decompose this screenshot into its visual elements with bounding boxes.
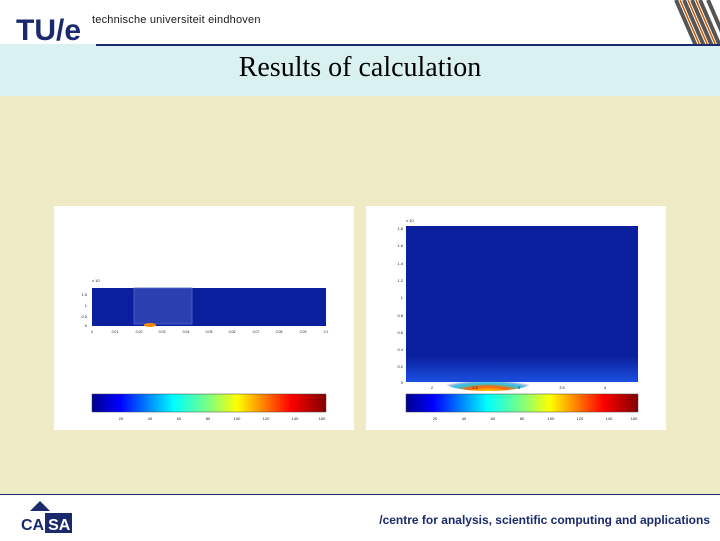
plot-right-colorbar [405, 393, 639, 413]
plot-left: x 10 1.5 1 0.5 0 0 0.01 0.02 0.03 0.04 0… [81, 278, 329, 421]
plot-left-cbar-tick: 60 [177, 416, 182, 421]
plot-right-cbar-tick: 40 [462, 416, 467, 421]
plot-left-colorbar [91, 393, 327, 413]
plot-right-cbar-tick: 100 [548, 416, 555, 421]
plot-right-cbar-tick: 120 [577, 416, 584, 421]
plot-left-xtick: 0.04 [183, 330, 190, 334]
plot-right-ytick: 1.8 [397, 226, 403, 231]
plot-left-xtick: 0.06 [229, 330, 236, 334]
plot-right-xtick: 3 [518, 385, 521, 390]
plot-right-scale-label: x 10 [406, 218, 414, 223]
plot-left-cbar-tick: 140 [292, 416, 299, 421]
plot-right-cbar-tick: 20 [433, 416, 438, 421]
plot-right-ytick: 0.8 [397, 313, 403, 318]
plot-left-xtick: 0.07 [253, 330, 260, 334]
plot-left-cbar-tick: 20 [119, 416, 124, 421]
plot-right-cbar-tick: 60 [491, 416, 496, 421]
plot-right-ytick: 0 [401, 380, 404, 385]
plot-left-scale-label: x 10 [92, 278, 100, 283]
plot-left-xtick: 0.02 [136, 330, 143, 334]
plot-right-ytick: 0.4 [397, 347, 403, 352]
plot-left-ytick: 0.5 [81, 314, 87, 319]
plot-left-cbar-tick: 100 [234, 416, 241, 421]
plot-left-ytick: 1.5 [81, 292, 87, 297]
plot-left-field [92, 288, 326, 326]
plot-right-xtick: 3.5 [559, 385, 565, 390]
header: TU/e technische universiteit eindhoven [0, 0, 720, 46]
title-band [0, 44, 720, 96]
plot-right-ytick: 1.2 [397, 278, 403, 283]
plot-left-xtick: 0.03 [159, 330, 166, 334]
plot-right-xtick: 2.5 [472, 385, 478, 390]
plot-right-xtick: 4 [604, 385, 607, 390]
plot-right-ytick: 0.2 [397, 364, 403, 369]
plot-left-xtick: 0.05 [206, 330, 213, 334]
plot-left-hotspot [144, 323, 156, 327]
plot-right-hotspot [444, 373, 532, 391]
plot-right-cbar-tick: 140 [606, 416, 613, 421]
plot-left-ytick: 0 [85, 323, 88, 328]
plot-left-xtick: 0.01 [112, 330, 119, 334]
plot-left-cbar-tick: 160 [319, 416, 326, 421]
plot-right-ytick: 0.6 [397, 330, 403, 335]
footer-tagline: /centre for analysis, scientific computi… [379, 513, 710, 527]
plot-right-cbar-tick: 160 [631, 416, 638, 421]
plot-right-ytick: 1 [401, 295, 404, 300]
plot-left-ytick: 1 [85, 303, 88, 308]
plot-right-xtick: 2 [431, 385, 434, 390]
plot-right-ytick: 1.6 [397, 243, 403, 248]
plot-left-xtick: 0.1 [324, 330, 329, 334]
plot-left-zoom-box [133, 287, 193, 325]
plot-left-xtick: 0.09 [300, 330, 307, 334]
plot-right: x 10 1.8 1.6 1.4 1.2 1 0.8 0.6 0.4 0.2 0… [397, 218, 639, 421]
logo-text: TU/e [16, 14, 81, 46]
plot-left-cbar-tick: 120 [263, 416, 270, 421]
casa-logo-text: CA SA [21, 517, 71, 534]
plot-right-ytick: 1.4 [397, 261, 403, 266]
plot-left-xtick: 0 [91, 330, 93, 334]
header-rule [96, 44, 720, 46]
plot-right-panel: x 10 1.8 1.6 1.4 1.2 1 0.8 0.6 0.4 0.2 0… [366, 206, 666, 430]
casa-roof-icon [30, 501, 50, 511]
tue-logo: TU/e [16, 14, 81, 46]
plot-right-cbar-tick: 80 [520, 416, 525, 421]
plot-left-cbar-tick: 80 [206, 416, 211, 421]
plot-left-xtick: 0.08 [276, 330, 283, 334]
casa-box [45, 513, 72, 533]
casa-logo: CA SA [21, 501, 72, 534]
slide-title: Results of calculation [238, 52, 482, 83]
footer: CA SA /centre for analysis, scientific co… [0, 494, 720, 541]
plot-left-cbar-tick: 40 [148, 416, 153, 421]
decorative-stripes-icon [674, 0, 720, 46]
plot-left-panel: x 10 1.5 1 0.5 0 0 0.01 0.02 0.03 0.04 0… [54, 206, 354, 430]
university-name: technische universiteit eindhoven [92, 14, 261, 26]
